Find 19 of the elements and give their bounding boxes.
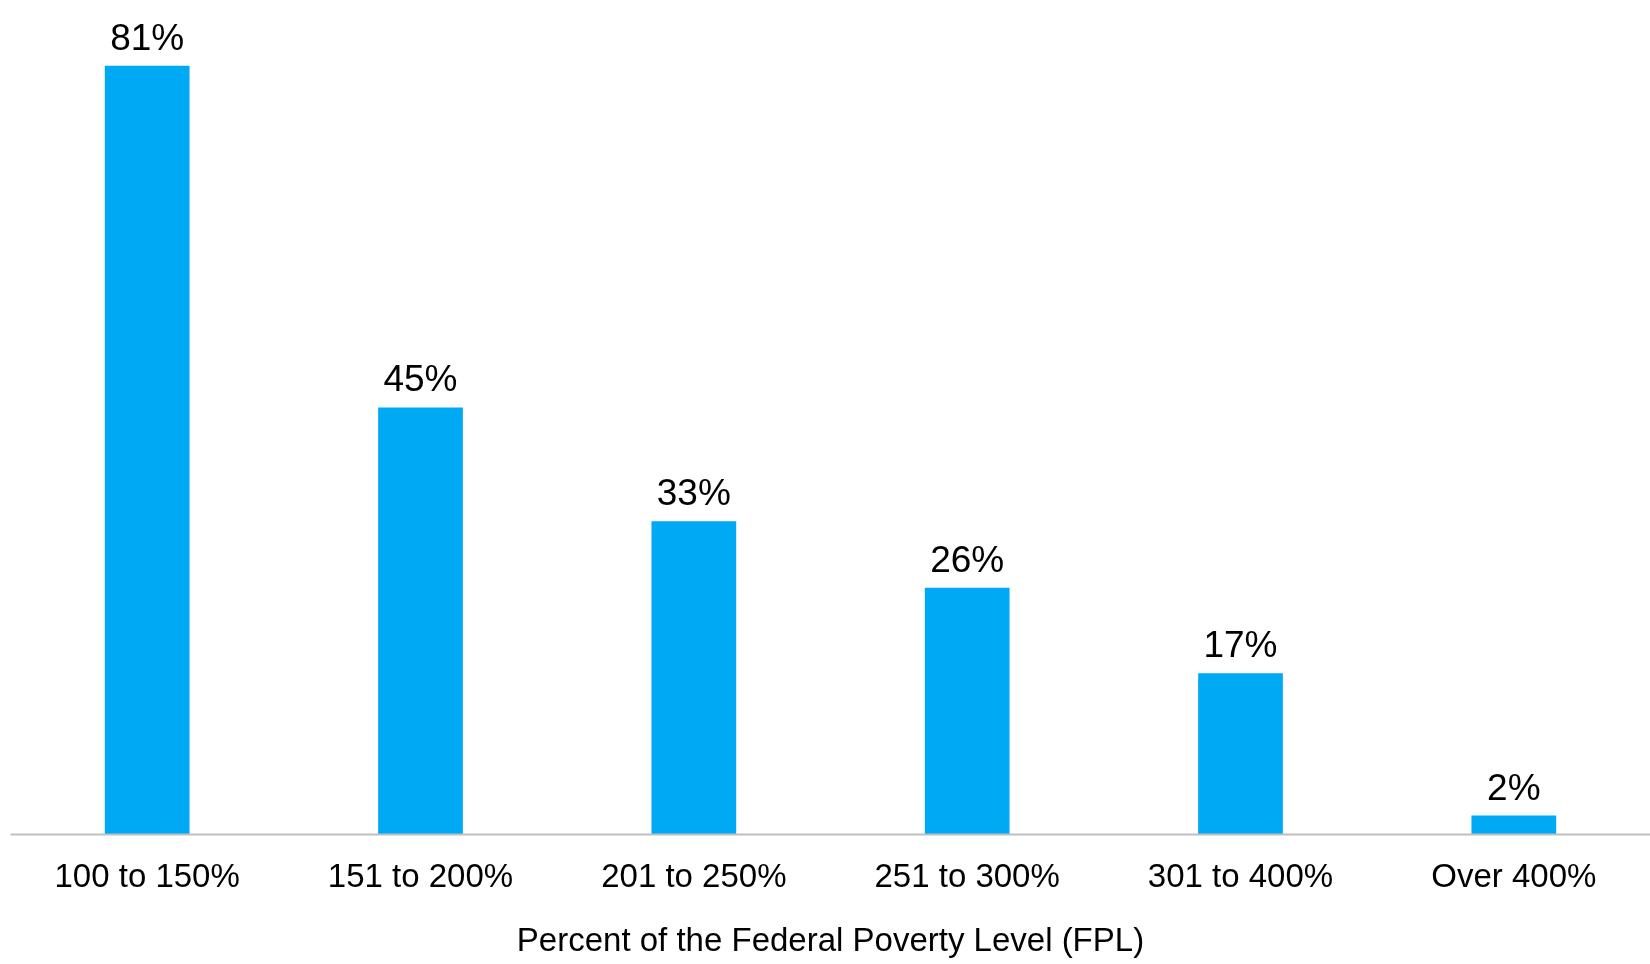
x-tick-label: 251 to 300% xyxy=(874,856,1060,894)
bar xyxy=(1471,815,1557,835)
x-tick-label: Over 400% xyxy=(1431,856,1597,894)
x-tick-label: 100 to 150% xyxy=(54,856,240,894)
data-label: 33% xyxy=(656,472,731,514)
bar xyxy=(1198,673,1283,835)
data-label: 81% xyxy=(110,16,185,58)
data-label: 26% xyxy=(930,538,1005,580)
x-axis-title: Percent of the Federal Poverty Level (FPL) xyxy=(516,920,1145,958)
x-tick-label: 201 to 250% xyxy=(601,856,787,894)
bar xyxy=(651,521,737,835)
bar xyxy=(104,65,190,835)
x-tick-label: 301 to 400% xyxy=(1147,856,1334,894)
x-tick-label: 151 to 200% xyxy=(327,856,514,894)
bar xyxy=(378,407,463,835)
bar xyxy=(924,587,1010,835)
data-label: 17% xyxy=(1203,624,1278,666)
data-label: 2% xyxy=(1487,766,1541,808)
data-label: 45% xyxy=(383,358,458,400)
